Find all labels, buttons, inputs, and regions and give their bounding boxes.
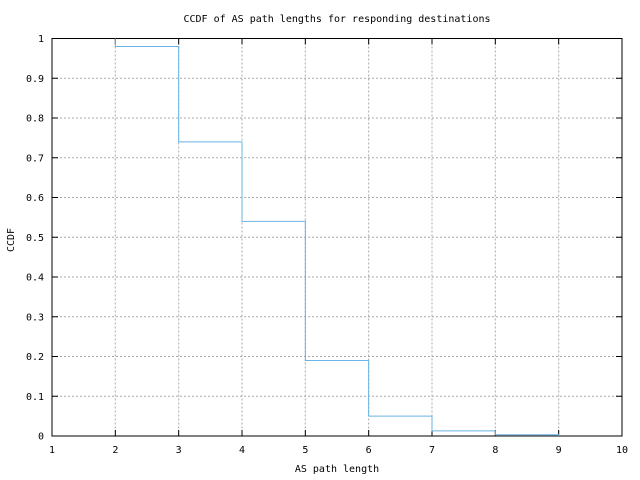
y-tick-label: 0.5 <box>26 233 44 244</box>
x-tick-label: 1 <box>49 445 55 456</box>
y-tick-label: 0.7 <box>26 153 44 164</box>
y-tick-label: 0 <box>38 432 44 443</box>
gridlines <box>52 38 622 436</box>
y-tick-label: 0.4 <box>26 273 44 284</box>
x-axis-label: AS path length <box>295 464 379 475</box>
y-tick-labels: 0 0.1 0.2 0.3 0.4 0.5 0.6 0.7 0.8 0.9 1 <box>26 34 44 443</box>
x-tick-label: 2 <box>112 445 118 456</box>
chart-title: CCDF of AS path lengths for responding d… <box>183 14 490 25</box>
x-tick-label: 8 <box>492 445 498 456</box>
x-tick-label: 3 <box>176 445 182 456</box>
x-tick-label: 5 <box>302 445 308 456</box>
y-tick-label: 0.1 <box>26 392 44 403</box>
x-tick-label: 9 <box>556 445 562 456</box>
ccdf-step-line <box>114 38 560 436</box>
y-tick-label: 1 <box>38 34 44 45</box>
y-tick-label: 0.9 <box>26 74 44 85</box>
x-tick-label: 7 <box>429 445 435 456</box>
x-tick-labels: 1 2 3 4 5 6 7 8 9 10 <box>49 445 628 456</box>
y-tick-label: 0.8 <box>26 114 44 125</box>
plot-border <box>51 38 623 437</box>
x-tick-label: 4 <box>239 445 245 456</box>
y-axis-label: CCDF <box>6 228 17 252</box>
y-tick-label: 0.3 <box>26 312 44 323</box>
y-tick-label: 0.6 <box>26 193 44 204</box>
x-tick-label: 6 <box>366 445 372 456</box>
y-tick-label: 0.2 <box>26 352 44 363</box>
x-tick-label: 10 <box>616 445 628 456</box>
